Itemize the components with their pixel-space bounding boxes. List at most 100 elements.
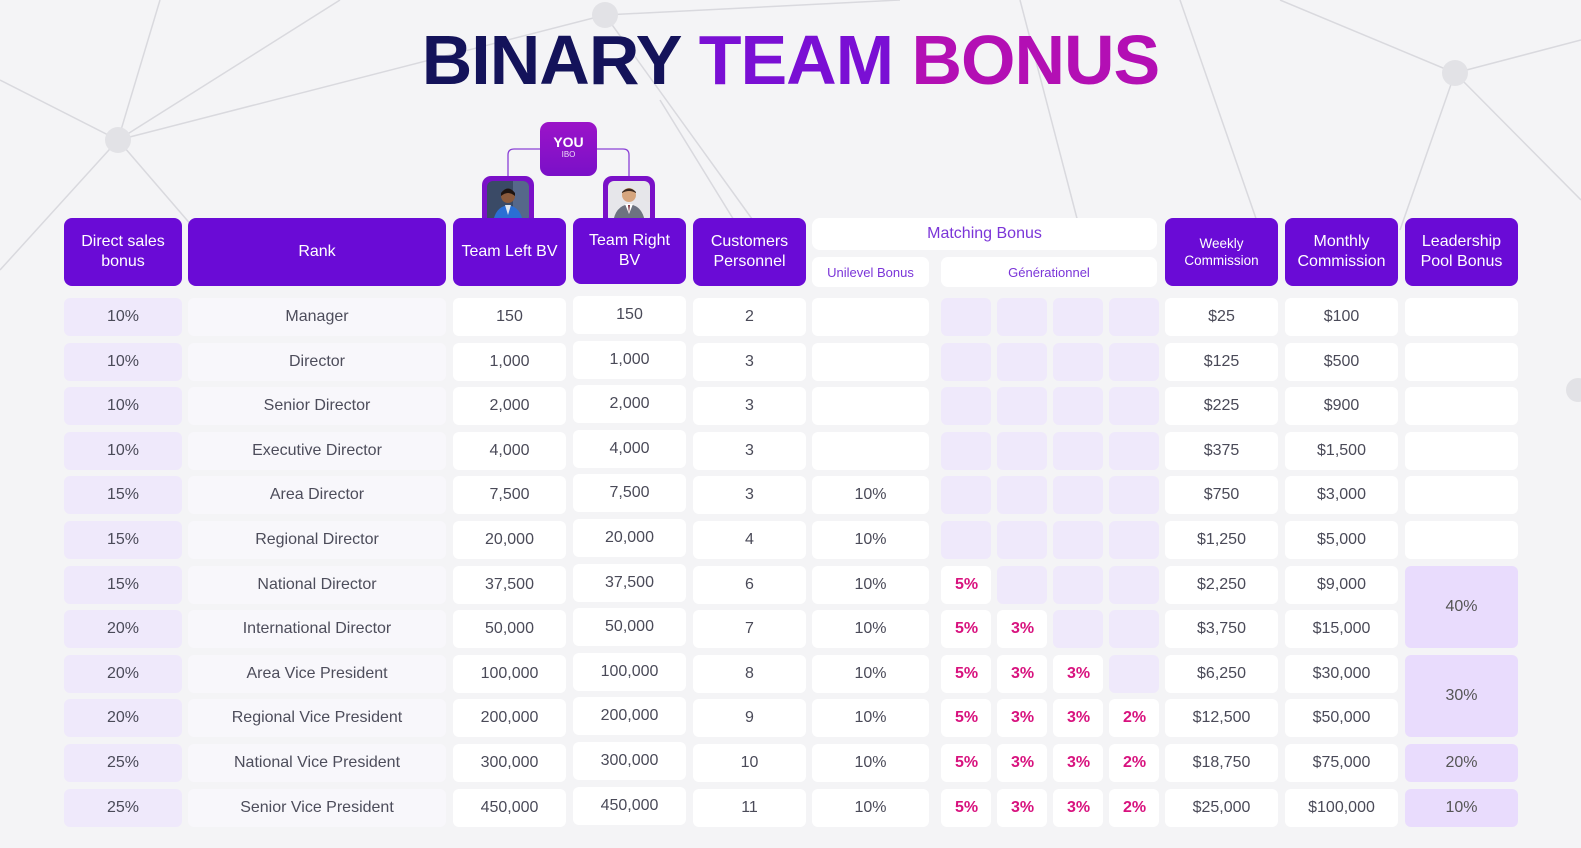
- team-left-bv-cell: 7,500: [453, 476, 566, 515]
- customers-cell: 6: [693, 565, 806, 604]
- generational-level-4-cell: 2%: [1109, 699, 1159, 738]
- generational-level-3-cell: [1053, 387, 1103, 426]
- title-word-bonus: BONUS: [911, 21, 1160, 99]
- customers-cell: 3: [693, 431, 806, 470]
- generational-level-4-cell: [1109, 521, 1159, 559]
- generational-level-3-cell: [1053, 476, 1103, 515]
- monthly-commission-cell: $75,000: [1285, 744, 1398, 782]
- weekly-commission-cell: $18,750: [1165, 744, 1278, 782]
- leadership-pool-cell: [1405, 387, 1518, 426]
- header-generational: Générationnel: [941, 257, 1157, 287]
- team-right-bv-cell: 37,500: [573, 563, 686, 602]
- generational-level-1-cell: [941, 521, 991, 559]
- team-left-bv-cell: 300,000: [453, 744, 566, 782]
- generational-level-1-cell: 5%: [941, 565, 991, 604]
- team-right-bv-cell: 1,000: [573, 340, 686, 379]
- generational-level-2-cell: 3%: [997, 788, 1047, 827]
- team-right-bv-cell: 450,000: [573, 786, 686, 825]
- customers-cell: 2: [693, 298, 806, 336]
- unilevel-bonus-cell: [812, 387, 929, 426]
- rank-cell: Regional Director: [188, 521, 446, 559]
- generational-level-4-cell: [1109, 476, 1159, 515]
- generational-level-2-cell: [997, 431, 1047, 470]
- customers-cell: 10: [693, 744, 806, 782]
- customers-cell: 11: [693, 788, 806, 827]
- generational-level-3-cell: 3%: [1053, 788, 1103, 827]
- direct-sales-cell: 20%: [64, 654, 182, 693]
- rank-cell: Area Vice President: [188, 654, 446, 693]
- generational-level-3-cell: 3%: [1053, 744, 1103, 782]
- weekly-commission-cell: $225: [1165, 387, 1278, 426]
- rank-cell: National Vice President: [188, 744, 446, 782]
- weekly-commission-cell: $1,250: [1165, 521, 1278, 559]
- generational-level-2-cell: [997, 298, 1047, 336]
- header-matching-bonus: Matching Bonus: [812, 218, 1157, 250]
- leadership-pool-cell: [1405, 476, 1518, 515]
- direct-sales-cell: 20%: [64, 699, 182, 738]
- man-avatar-icon: [608, 181, 650, 223]
- header-customers: Customers Personnel: [693, 218, 806, 286]
- team-left-bv-cell: 37,500: [453, 565, 566, 604]
- team-left-bv-cell: 2,000: [453, 387, 566, 426]
- header-weekly-commission: Weekly Commission: [1165, 218, 1278, 286]
- header-unilevel-bonus: Unilevel Bonus: [812, 257, 929, 287]
- weekly-commission-cell: $2,250: [1165, 565, 1278, 604]
- you-label: YOU: [553, 134, 584, 150]
- rank-cell: Director: [188, 342, 446, 381]
- generational-level-3-cell: 3%: [1053, 654, 1103, 693]
- leadership-pool-cell: 40%: [1405, 565, 1518, 649]
- monthly-commission-cell: $100,000: [1285, 788, 1398, 827]
- generational-level-1-cell: [941, 387, 991, 426]
- header-team-left: Team Left BV: [453, 218, 566, 286]
- weekly-commission-cell: $25: [1165, 298, 1278, 336]
- direct-sales-cell: 10%: [64, 298, 182, 336]
- generational-level-3-cell: [1053, 298, 1103, 336]
- direct-sales-cell: 15%: [64, 521, 182, 559]
- generational-level-2-cell: 3%: [997, 654, 1047, 693]
- generational-level-1-cell: 5%: [941, 699, 991, 738]
- team-right-bv-cell: 50,000: [573, 608, 686, 647]
- direct-sales-cell: 10%: [64, 342, 182, 381]
- team-left-bv-cell: 150: [453, 298, 566, 336]
- leadership-pool-cell: [1405, 342, 1518, 381]
- monthly-commission-cell: $30,000: [1285, 654, 1398, 693]
- generational-level-1-cell: [941, 476, 991, 515]
- team-left-bv-cell: 50,000: [453, 610, 566, 649]
- generational-level-2-cell: 3%: [997, 610, 1047, 649]
- customers-cell: 4: [693, 521, 806, 559]
- generational-level-2-cell: 3%: [997, 744, 1047, 782]
- team-left-bv-cell: 4,000: [453, 431, 566, 470]
- weekly-commission-cell: $750: [1165, 476, 1278, 515]
- team-right-bv-cell: 20,000: [573, 519, 686, 557]
- generational-level-4-cell: 2%: [1109, 744, 1159, 782]
- unilevel-bonus-cell: [812, 431, 929, 470]
- leadership-pool-cell: 30%: [1405, 654, 1518, 738]
- unilevel-bonus-cell: 10%: [812, 744, 929, 782]
- generational-level-4-cell: [1109, 610, 1159, 649]
- generational-level-4-cell: [1109, 431, 1159, 470]
- monthly-commission-cell: $5,000: [1285, 521, 1398, 559]
- you-node: YOU IBO: [540, 122, 597, 176]
- monthly-commission-cell: $3,000: [1285, 476, 1398, 515]
- unilevel-bonus-cell: 10%: [812, 788, 929, 827]
- rank-cell: Senior Director: [188, 387, 446, 426]
- leadership-pool-cell: [1405, 431, 1518, 470]
- monthly-commission-cell: $900: [1285, 387, 1398, 426]
- team-left-bv-cell: 100,000: [453, 654, 566, 693]
- unilevel-bonus-cell: 10%: [812, 610, 929, 649]
- team-right-bv-cell: 300,000: [573, 742, 686, 780]
- rank-cell: National Director: [188, 565, 446, 604]
- team-left-bv-cell: 450,000: [453, 788, 566, 827]
- generational-level-2-cell: [997, 342, 1047, 381]
- header-direct-sales: Direct sales bonus: [64, 218, 182, 286]
- unilevel-bonus-cell: 10%: [812, 699, 929, 738]
- team-right-bv-cell: 100,000: [573, 652, 686, 691]
- direct-sales-cell: 25%: [64, 744, 182, 782]
- weekly-commission-cell: $125: [1165, 342, 1278, 381]
- unilevel-bonus-cell: 10%: [812, 565, 929, 604]
- generational-level-2-cell: [997, 565, 1047, 604]
- unilevel-bonus-cell: 10%: [812, 654, 929, 693]
- customers-cell: 8: [693, 654, 806, 693]
- generational-level-4-cell: 2%: [1109, 788, 1159, 827]
